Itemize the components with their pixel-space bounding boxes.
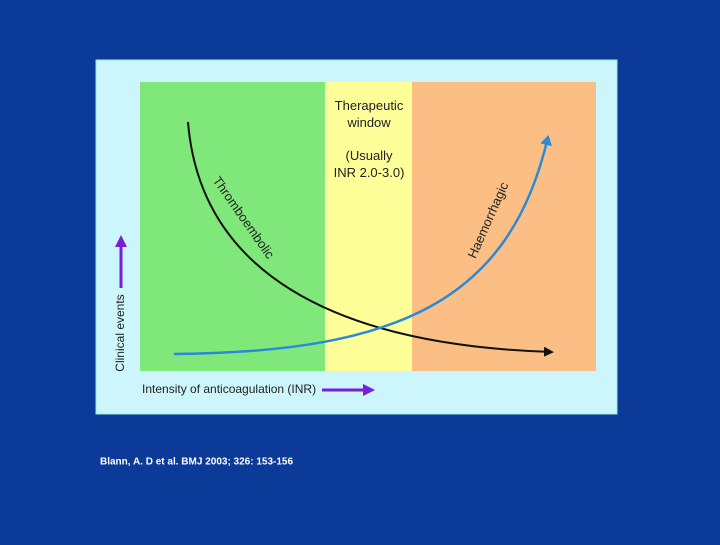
y-label: Clinical events xyxy=(113,294,127,371)
x-label: Intensity of anticoagulation (INR) xyxy=(142,382,316,396)
window-title: window xyxy=(346,115,391,130)
window-title: Therapeutic xyxy=(335,98,404,113)
citation: Blann, A. D et al. BMJ 2003; 326: 153-15… xyxy=(100,457,293,468)
low-zone xyxy=(140,82,325,371)
rising-curve xyxy=(173,135,553,356)
window-note: (Usually xyxy=(346,148,393,163)
window-note: INR 2.0-3.0) xyxy=(334,165,405,180)
falling-curve xyxy=(187,121,554,357)
high-zone xyxy=(412,82,596,371)
